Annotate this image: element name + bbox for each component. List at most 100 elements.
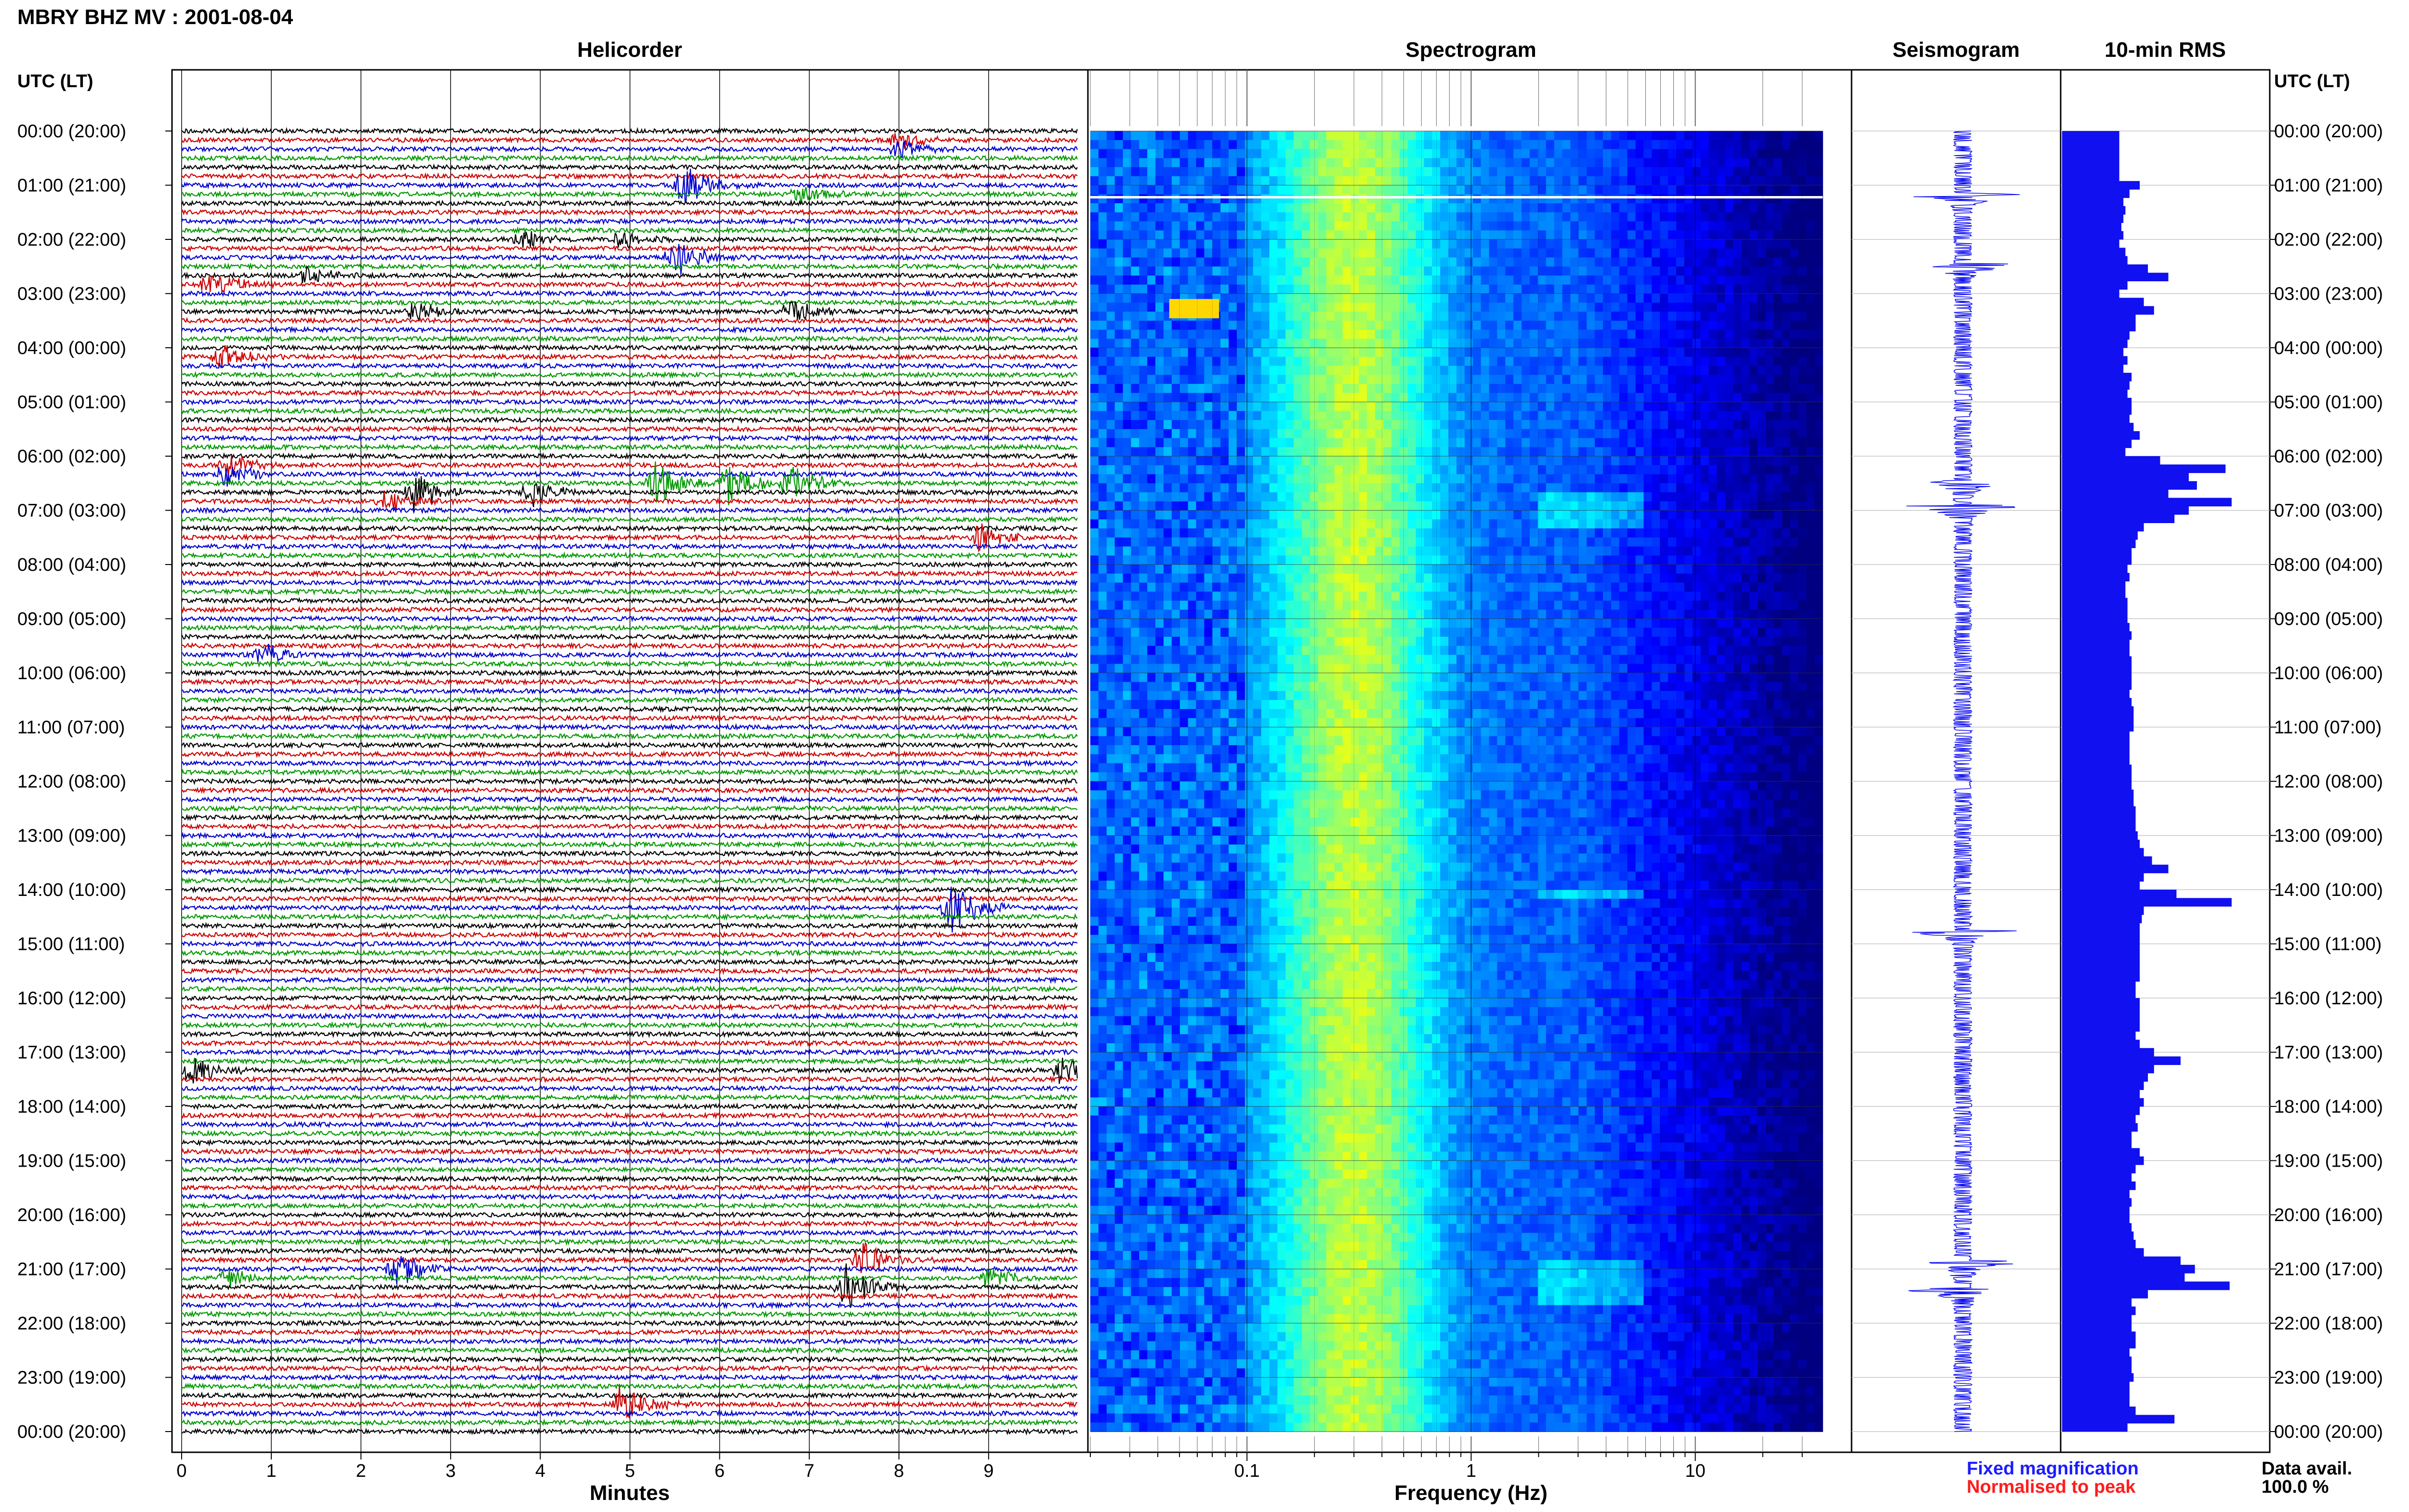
spectrogram-cell	[1367, 131, 1376, 141]
spectrogram-cell	[1334, 483, 1343, 493]
spectrogram-cell	[1456, 555, 1465, 565]
spectrogram-cell	[1774, 474, 1783, 484]
spectrogram-cell	[1733, 501, 1742, 511]
spectrogram-cell	[1204, 203, 1213, 213]
spectrogram-cell	[1342, 537, 1351, 547]
spectrogram-cell	[1350, 510, 1360, 520]
helicorder-trace	[181, 169, 1078, 203]
spectrogram-cell	[1237, 375, 1245, 384]
spectrogram-cell	[1554, 284, 1563, 294]
spectrogram-cell	[1114, 149, 1124, 159]
spectrogram-cell	[1407, 582, 1416, 592]
spectrogram-cell	[1708, 565, 1718, 574]
spectrogram-cell	[1660, 592, 1668, 601]
spectrogram-cell	[1774, 266, 1783, 276]
spectrogram-cell	[1603, 456, 1612, 466]
spectrogram-cell	[1790, 312, 1799, 321]
spectrogram-cell	[1757, 420, 1766, 430]
spectrogram-cell	[1668, 176, 1677, 186]
spectrogram-cell	[1717, 176, 1726, 186]
spectrogram-cell	[1171, 456, 1180, 466]
spectrogram-cell	[1668, 483, 1677, 493]
spectrogram-cell	[1611, 302, 1620, 312]
spectrogram-cell	[1505, 573, 1514, 583]
spectrogram-cell	[1700, 528, 1709, 538]
helicorder-trace	[181, 275, 1078, 294]
spectrogram-cell	[1676, 573, 1685, 583]
spectrogram-cell	[1155, 312, 1164, 321]
spectrogram-cell	[1220, 320, 1229, 330]
spectrogram-cell	[1684, 276, 1693, 285]
spectrogram-cell	[1383, 149, 1392, 159]
spectrogram-cell	[1375, 582, 1384, 592]
spectrogram-cell	[1244, 555, 1254, 565]
spectrogram-cell	[1131, 438, 1140, 448]
spectrogram-cell	[1164, 239, 1172, 249]
spectrogram-cell	[1285, 601, 1294, 610]
spectrogram-cell	[1424, 384, 1433, 394]
spectrogram-cell	[1179, 203, 1189, 213]
spectrogram-cell	[1725, 429, 1734, 439]
spectrogram-cell	[1595, 592, 1603, 601]
spectrogram-cell	[1090, 393, 1099, 403]
spectrogram-cell	[1375, 492, 1384, 502]
spectrogram-cell	[1383, 140, 1392, 150]
spectrogram-cell	[1635, 320, 1644, 330]
spectrogram-cell	[1749, 474, 1758, 484]
spectrogram-cell	[1244, 456, 1254, 466]
helicorder-trace	[181, 1382, 1078, 1391]
spectrogram-cell	[1472, 131, 1482, 141]
helicorder-trace	[181, 1427, 1078, 1436]
spectrogram-cell	[1692, 393, 1701, 403]
spectrogram-cell	[1253, 601, 1262, 610]
spectrogram-cell	[1294, 555, 1302, 565]
spectrogram-cell	[1619, 537, 1628, 547]
spectrogram-cell	[1131, 194, 1140, 204]
spectrogram-cell	[1643, 131, 1653, 141]
spectrogram-cell	[1188, 356, 1197, 367]
spectrogram-cell	[1537, 203, 1547, 213]
spectrogram-cell	[1668, 158, 1677, 168]
spectrogram-cell	[1196, 375, 1205, 384]
spectrogram-cell	[1277, 339, 1286, 348]
spectrogram-cell	[1782, 474, 1791, 484]
spectrogram-cell	[1399, 276, 1408, 285]
spectrogram-cell	[1570, 230, 1579, 240]
helicorder-trace	[181, 334, 1078, 343]
spectrogram-cell	[1399, 537, 1408, 547]
spectrogram-cell	[1643, 194, 1653, 204]
spectrogram-cell	[1367, 384, 1376, 394]
spectrogram-cell	[1237, 194, 1245, 204]
spectrogram-cell	[1123, 284, 1132, 294]
spectrogram-cell	[1757, 565, 1766, 574]
spectrogram-cell	[1407, 565, 1416, 574]
spectrogram-cell	[1147, 483, 1156, 493]
spectrogram-cell	[1765, 402, 1774, 412]
spectrogram-cell	[1570, 167, 1579, 177]
spectrogram-cell	[1416, 158, 1425, 168]
spectrogram-cell	[1261, 158, 1270, 168]
spectrogram-cell	[1432, 185, 1441, 195]
spectrogram-cell	[1497, 429, 1506, 439]
spectrogram-cell	[1139, 230, 1148, 240]
spectrogram-cell	[1277, 429, 1286, 439]
time-label-left: 02:00 (22:00)	[17, 230, 126, 250]
spectrogram-cell	[1700, 447, 1709, 457]
spectrogram-cell	[1587, 375, 1595, 384]
spectrogram-cell	[1562, 339, 1571, 348]
spectrogram-cell	[1383, 456, 1392, 466]
spectrogram-cell	[1668, 239, 1677, 249]
spectrogram-cell	[1782, 393, 1791, 403]
spectrogram-cell	[1123, 366, 1132, 376]
spectrogram-cell	[1522, 194, 1530, 204]
spectrogram-cell	[1359, 510, 1367, 520]
spectrogram-cell	[1774, 284, 1783, 294]
spectrogram-cell	[1277, 447, 1286, 457]
spectrogram-cell	[1513, 555, 1522, 565]
spectrogram-cell	[1359, 447, 1367, 457]
spectrogram-cell	[1424, 565, 1433, 574]
spectrogram-cell	[1131, 420, 1140, 430]
spectrogram-cell	[1546, 510, 1555, 520]
spectrogram-cell	[1253, 302, 1262, 312]
helicorder-trace	[181, 579, 1078, 587]
